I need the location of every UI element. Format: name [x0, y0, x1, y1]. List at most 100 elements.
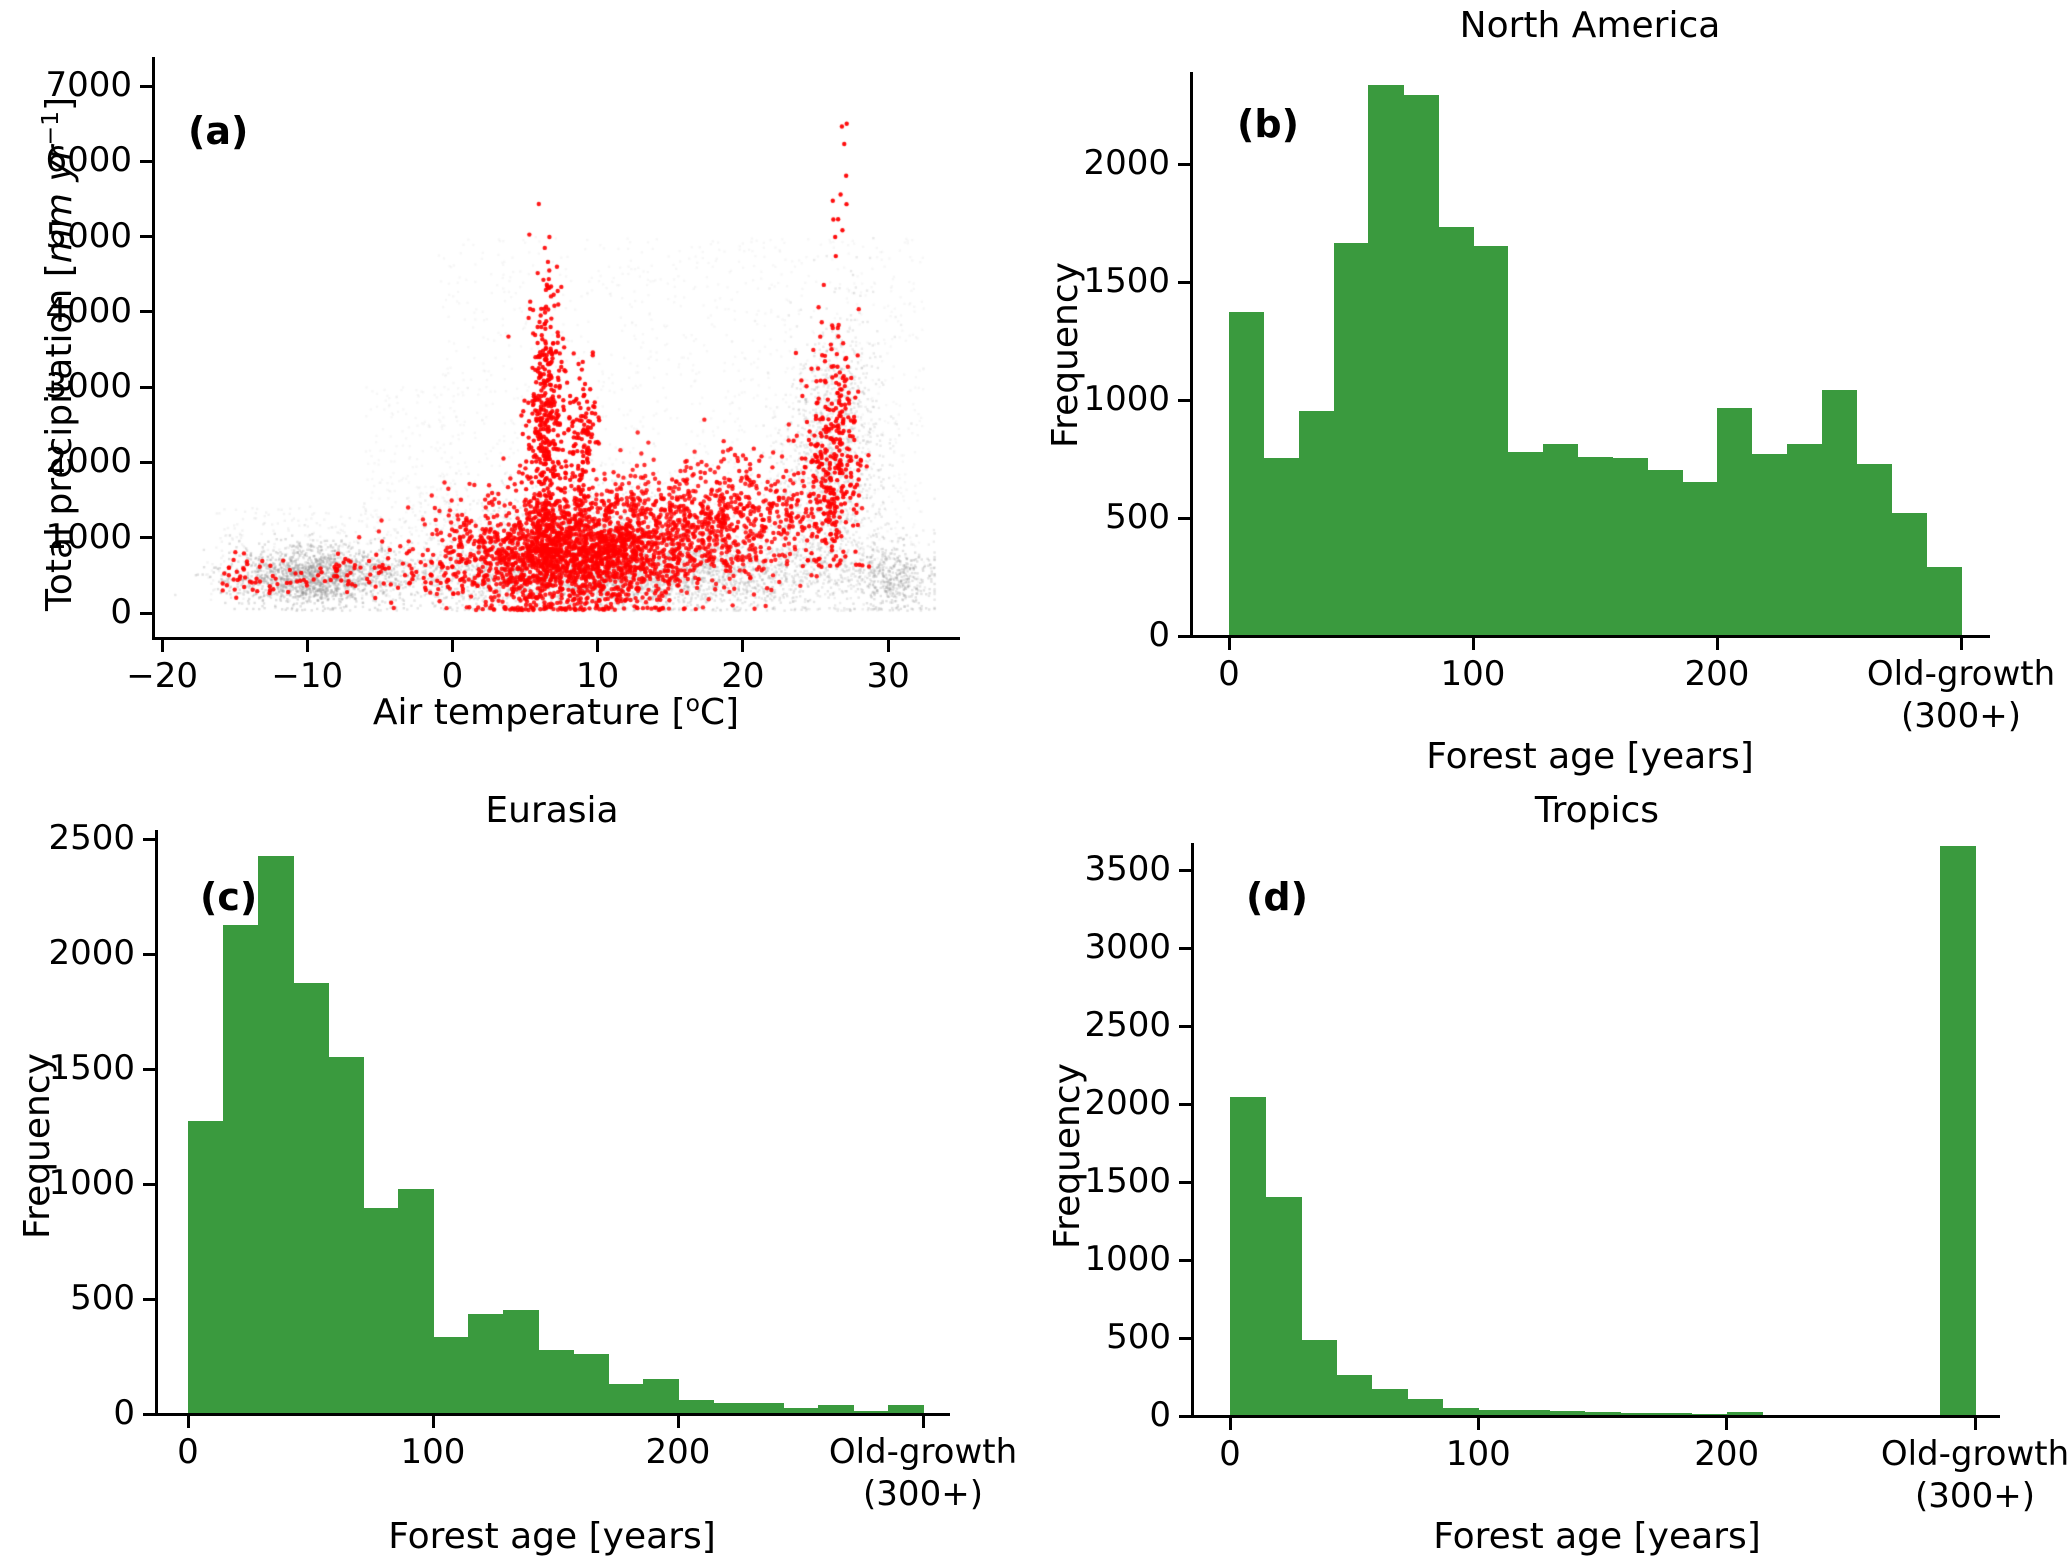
y-tick-label: 0 [1148, 615, 1170, 655]
histogram-bar [1442, 1407, 1479, 1415]
y-axis-label-c: Frequency [17, 1053, 58, 1239]
y-axis-tick [1178, 634, 1190, 638]
x-axis-tick [1725, 1418, 1729, 1430]
histogram-bar [223, 925, 259, 1413]
degree-superscript: o [685, 689, 700, 717]
histogram-bar [1333, 243, 1370, 635]
histogram-bar [1856, 463, 1892, 635]
axis-spine-left [1191, 843, 1194, 1418]
x-axis-tick [741, 640, 745, 652]
histogram-bar [258, 856, 294, 1413]
x-tick-label: 0 [177, 1432, 199, 1472]
axis-spine-left [155, 830, 158, 1416]
x-axis-tick [451, 640, 454, 652]
panel-b-north-america: North America (b) Forest age [years] Fre… [1033, 0, 2067, 780]
histogram-bar [783, 1408, 819, 1413]
y-axis-tick [1179, 1024, 1191, 1028]
x-axis-label-b: Forest age [years] [1426, 736, 1754, 777]
x-tick-label: 100 [400, 1432, 466, 1472]
histogram-bar [1336, 1375, 1373, 1415]
y-tick-label: 0 [1149, 1395, 1171, 1435]
y-axis-tick [143, 1067, 155, 1071]
histogram-bar [538, 1349, 574, 1413]
histogram-bar [1513, 1410, 1550, 1415]
y-axis-tick [143, 1182, 155, 1186]
y-axis-tick [1179, 1258, 1191, 1262]
y-tick-label: 1500 [48, 1048, 135, 1088]
x-tick-label: 0 [1219, 1434, 1241, 1474]
y-tick-label: 500 [70, 1278, 135, 1318]
panel-letter-c: (c) [200, 875, 258, 919]
histogram-bar [1407, 1399, 1444, 1415]
histogram-bar [1926, 566, 1962, 635]
histogram-bar [608, 1384, 644, 1413]
x-tick-label-old-growth-years: (300+) [1915, 1476, 2035, 1516]
histogram-bar [1229, 311, 1265, 635]
histogram-bar [503, 1309, 539, 1413]
y-axis-tick [1179, 946, 1191, 950]
histogram-bar [1230, 1096, 1267, 1415]
y-tick-label: 1500 [1084, 1161, 1171, 1201]
histogram-bar [1891, 513, 1927, 635]
histogram-bar [188, 1120, 224, 1413]
x-axis-tick [1715, 638, 1719, 650]
histogram-bar [1647, 469, 1683, 635]
x-axis-label-c: Forest age [years] [388, 1516, 716, 1557]
axis-spine-bottom [1191, 1415, 2000, 1418]
y-axis-tick [140, 84, 152, 88]
x-tick-label: 200 [1684, 654, 1750, 694]
x-tick-label-old-growth: Old-growth [828, 1432, 1018, 1472]
x-tick-label-old-growth: Old-growth [1880, 1434, 2067, 1474]
x-axis-tick [160, 640, 164, 652]
x-tick-label: 30 [866, 656, 910, 696]
y-axis-tick [143, 952, 155, 956]
y-tick-label: 2000 [45, 441, 132, 482]
y-tick-label: 2000 [1083, 143, 1170, 183]
histogram-bar [1691, 1414, 1728, 1415]
x-tick-label-old-growth-years: (300+) [1901, 696, 2021, 736]
histogram-bar [1620, 1412, 1657, 1415]
y-axis-tick [140, 611, 152, 615]
x-tick-label: 20 [721, 656, 765, 696]
y-axis-tick [1179, 1102, 1191, 1106]
histogram-bar [328, 1056, 364, 1413]
histogram-bar [1473, 245, 1509, 635]
y-axis-tick [143, 1412, 155, 1416]
histogram-bar [573, 1354, 609, 1413]
y-axis-tick [143, 1297, 155, 1301]
histogram-bar [1368, 85, 1404, 635]
panel-title-eurasia: Eurasia [485, 790, 619, 831]
x-tick-label-old-growth-years: (300+) [863, 1474, 983, 1514]
histogram-bar [713, 1402, 749, 1413]
y-axis-tick [1178, 398, 1190, 402]
histogram-bar [1265, 1196, 1302, 1415]
histogram-bar [363, 1208, 399, 1413]
histogram-bar [1577, 456, 1614, 635]
y-tick-label: 0 [113, 1393, 135, 1433]
histogram-bar [1438, 226, 1474, 635]
axis-spine-bottom [152, 637, 960, 640]
histogram-bar [433, 1337, 469, 1413]
y-axis-tick [140, 385, 152, 389]
panel-title-north-america: North America [1459, 5, 1721, 46]
y-axis-tick [140, 235, 152, 239]
y-axis-tick [1179, 868, 1191, 872]
panel-title-tropics: Tropics [1534, 790, 1660, 831]
histogram-bar [818, 1404, 854, 1413]
histogram-bar [1939, 845, 1976, 1415]
x-tick-label-old-growth: Old-growth [1866, 654, 2056, 694]
panel-a-scatter: (a) Air temperature [oC] Total precipita… [0, 0, 1033, 780]
histogram-bar [1682, 481, 1718, 635]
x-tick-label: 100 [1440, 654, 1506, 694]
x-axis-label-a: Air temperature [oC] [373, 682, 739, 734]
histogram-bar [1478, 1409, 1515, 1415]
y-axis-tick [140, 460, 152, 464]
x-axis-label-a-text: Air temperature [ [372, 692, 686, 733]
panel-d-tropics: Tropics (d) Forest age [years] Frequency [1033, 780, 2067, 1561]
histogram-bar [1403, 94, 1439, 635]
histogram-bar [1584, 1411, 1621, 1415]
histogram-bar [853, 1410, 889, 1413]
histogram-bar [1751, 454, 1788, 635]
y-tick-label: 500 [1106, 1317, 1171, 1357]
histogram-bar [643, 1378, 679, 1413]
